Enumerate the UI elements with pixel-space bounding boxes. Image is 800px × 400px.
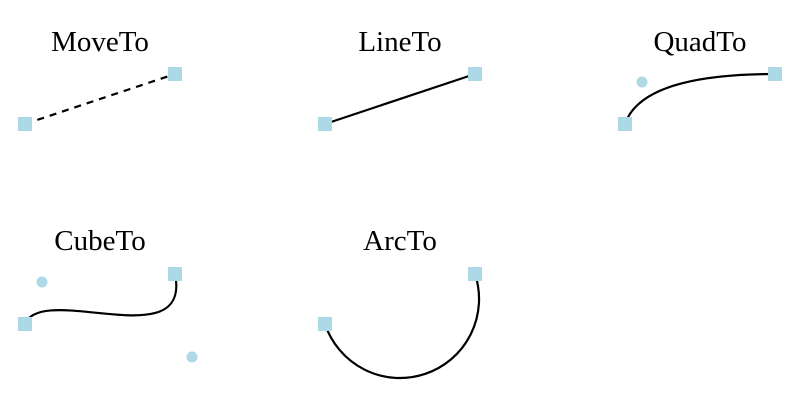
- quadto-end-point: [768, 67, 782, 81]
- moveto-end-point: [168, 67, 182, 81]
- moveto-start-point: [18, 117, 32, 131]
- quadto-control-point: [636, 76, 648, 88]
- panel-cubeto: CubeTo: [18, 225, 198, 363]
- panel-moveto: MoveTo: [18, 26, 182, 131]
- moveto-label: MoveTo: [51, 26, 149, 58]
- moveto-dashed-path: [24, 72, 176, 126]
- cubeto-curve: [23, 273, 178, 325]
- lineto-start-point: [318, 117, 332, 131]
- cubeto-start-point: [18, 317, 32, 331]
- panel-quadto: QuadTo: [618, 26, 782, 131]
- lineto-label: LineTo: [358, 26, 441, 58]
- panel-lineto: LineTo: [318, 26, 482, 131]
- arcto-label: ArcTo: [363, 225, 437, 257]
- cubeto-control-point-1: [36, 276, 48, 288]
- cubeto-label: CubeTo: [54, 225, 145, 257]
- arcto-arc: [323, 273, 481, 380]
- arcto-start-point: [318, 317, 332, 331]
- cubeto-end-point: [168, 267, 182, 281]
- lineto-end-point: [468, 67, 482, 81]
- panel-arcto: ArcTo: [318, 225, 482, 380]
- lineto-path: [324, 72, 476, 126]
- cubeto-control-point-2: [186, 351, 198, 363]
- quadto-label: QuadTo: [653, 26, 746, 58]
- arcto-end-point: [468, 267, 482, 281]
- quadto-start-point: [618, 117, 632, 131]
- quadto-curve: [623, 72, 776, 125]
